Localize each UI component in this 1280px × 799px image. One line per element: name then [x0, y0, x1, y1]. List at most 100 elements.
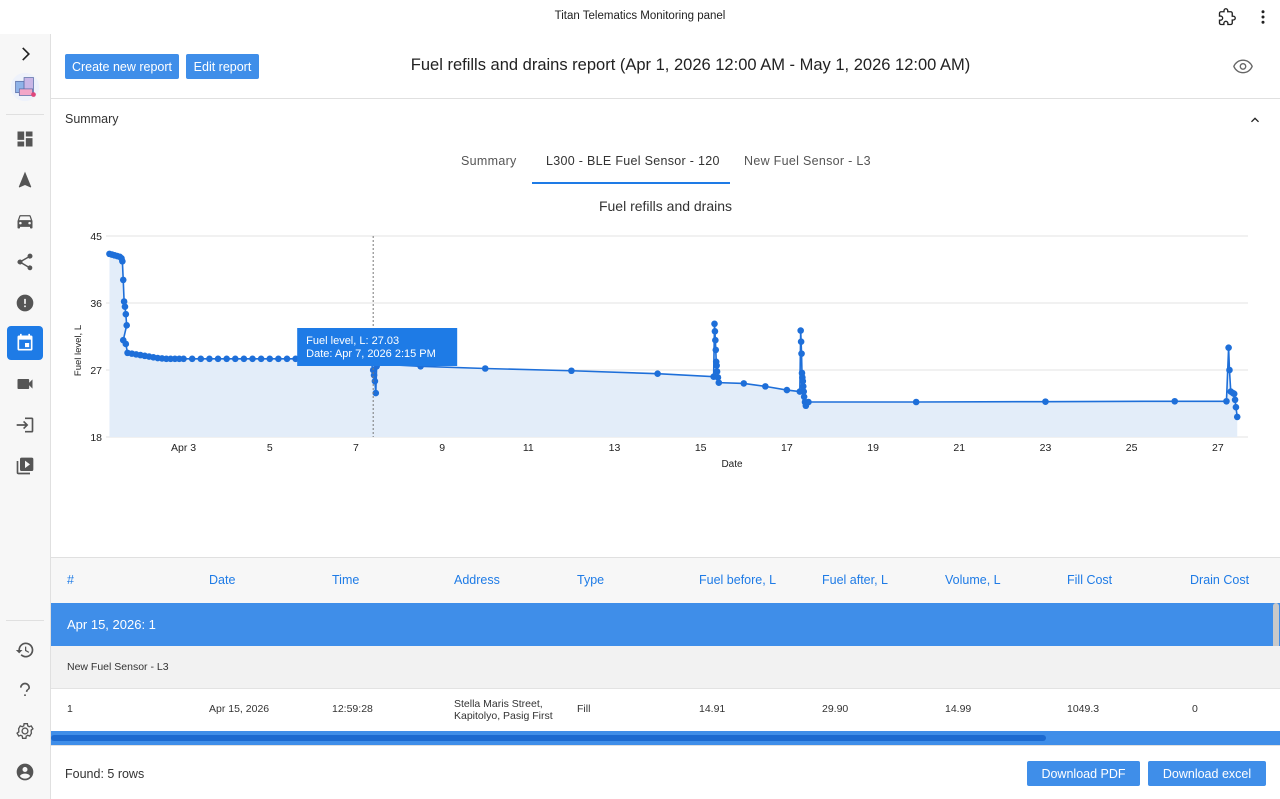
more-options-icon[interactable]: [1254, 8, 1272, 26]
account-icon[interactable]: [7, 755, 43, 789]
column-header-index[interactable]: #: [67, 573, 74, 587]
x-tick-label: 13: [609, 442, 621, 454]
logo-icon: [7, 70, 43, 104]
table-group-row[interactable]: Apr 15, 2026: 1: [51, 603, 1280, 646]
download-excel-button[interactable]: Download excel: [1148, 761, 1266, 786]
cell-volume: 14.99: [945, 703, 972, 715]
data-point: [1223, 397, 1230, 405]
cell-index: 1: [67, 703, 73, 715]
data-point: [197, 355, 205, 363]
table-horizontal-scrollbar[interactable]: [51, 731, 1280, 745]
x-tick-label: 27: [1212, 442, 1224, 454]
data-point: [123, 322, 130, 329]
reports-calendar-icon[interactable]: [7, 326, 43, 360]
share-icon[interactable]: [7, 245, 43, 279]
column-header-drain-cost[interactable]: Drain Cost: [1190, 573, 1250, 587]
x-tick-label: 7: [353, 442, 359, 454]
data-point: [240, 355, 248, 363]
video-library-icon[interactable]: [7, 449, 43, 483]
tooltip-background: [297, 328, 458, 366]
tab-summary[interactable]: Summary: [461, 154, 517, 168]
data-point: [654, 370, 661, 378]
data-point: [121, 303, 129, 311]
sensor-tabs: Summary L300 - BLE Fuel Sensor - 120 New…: [51, 146, 1280, 184]
scrollbar-thumb[interactable]: [51, 735, 1046, 741]
edit-report-button[interactable]: Edit report: [186, 54, 259, 79]
column-header-volume[interactable]: Volume, L: [945, 573, 1001, 587]
column-header-fuel-before[interactable]: Fuel before, L: [699, 573, 777, 587]
data-point: [371, 377, 379, 385]
visibility-eye-icon[interactable]: [1232, 56, 1254, 76]
x-tick-label: 21: [953, 442, 965, 454]
data-point: [122, 340, 130, 348]
data-point: [711, 327, 719, 335]
report-header: Create new report Edit report Fuel refil…: [51, 34, 1280, 99]
x-tick-label: 9: [439, 442, 445, 454]
cell-fuel-after: 29.90: [822, 703, 849, 715]
extension-icon[interactable]: [1218, 8, 1236, 26]
dashboard-icon[interactable]: [7, 122, 43, 156]
data-point: [800, 388, 807, 395]
data-point: [1171, 397, 1179, 405]
tooltip-text: Fuel level, L: 27.03: [306, 335, 399, 347]
column-header-type[interactable]: Type: [577, 573, 605, 587]
login-icon[interactable]: [7, 408, 43, 442]
sidebar: [0, 34, 51, 799]
table-vertical-scrollbar[interactable]: [1273, 603, 1279, 653]
subgroup-label: New Fuel Sensor - L3: [67, 661, 169, 673]
y-tick-label: 45: [90, 231, 102, 243]
car-icon[interactable]: [7, 204, 43, 238]
column-header-fuel-after[interactable]: Fuel after, L: [822, 573, 889, 587]
y-tick-label: 18: [90, 432, 102, 444]
column-header-time[interactable]: Time: [332, 573, 360, 587]
report-title: Fuel refills and drains report (Apr 1, 2…: [410, 56, 971, 74]
window-title: Titan Telematics Monitoring panel: [554, 10, 726, 22]
data-point: [762, 383, 769, 390]
data-point: [715, 379, 723, 386]
table-row[interactable]: 1 Apr 15, 2026 12:59:28 Stella Maris Str…: [51, 689, 1280, 731]
video-camera-icon[interactable]: [7, 367, 43, 401]
history-icon[interactable]: [7, 633, 43, 667]
data-point: [712, 346, 720, 354]
cell-fuel-before: 14.91: [699, 703, 726, 715]
x-tick-label: 23: [1040, 442, 1052, 454]
settings-gear-icon[interactable]: [7, 714, 43, 748]
column-header-fill-cost[interactable]: Fill Cost: [1067, 573, 1113, 587]
data-point: [740, 380, 748, 387]
help-icon[interactable]: [7, 674, 43, 708]
data-point: [231, 355, 239, 363]
data-point: [800, 393, 808, 401]
tab-l300-ble-fuel-sensor[interactable]: L300 - BLE Fuel Sensor - 120: [546, 154, 720, 168]
cell-address: Stella Maris Street, Kapitolyo, Pasig Fi…: [454, 698, 553, 722]
data-point: [1233, 413, 1241, 421]
chart-title: Fuel refills and drains: [598, 198, 733, 214]
sidebar-separator: [6, 620, 44, 621]
x-tick-label: 25: [1126, 442, 1138, 454]
data-point: [713, 368, 721, 375]
navigation-icon[interactable]: [7, 163, 43, 197]
download-pdf-button[interactable]: Download PDF: [1027, 761, 1140, 786]
chevron-up-icon[interactable]: [1247, 112, 1263, 128]
create-report-button[interactable]: Create new report: [65, 54, 179, 79]
x-tick-label: Apr 3: [171, 442, 196, 454]
alert-icon[interactable]: [7, 286, 43, 320]
summary-section-heading[interactable]: Summary: [65, 112, 119, 126]
column-header-date[interactable]: Date: [209, 573, 236, 587]
data-point: [1226, 366, 1233, 374]
expand-sidebar-icon[interactable]: [7, 37, 43, 71]
y-tick-label: 36: [90, 298, 102, 310]
data-point: [372, 389, 380, 397]
tab-new-fuel-sensor-l3[interactable]: New Fuel Sensor - L3: [744, 154, 871, 168]
data-point: [1230, 390, 1238, 398]
data-point: [370, 371, 378, 379]
data-point: [122, 310, 130, 318]
report-footer: Found: 5 rows Download PDF Download exce…: [51, 745, 1280, 799]
data-point: [798, 350, 805, 357]
data-point: [180, 355, 187, 363]
data-point: [797, 338, 805, 346]
column-header-address[interactable]: Address: [454, 573, 500, 587]
data-point: [797, 327, 804, 334]
data-point: [912, 398, 920, 406]
table-subgroup-row: New Fuel Sensor - L3: [51, 646, 1280, 689]
